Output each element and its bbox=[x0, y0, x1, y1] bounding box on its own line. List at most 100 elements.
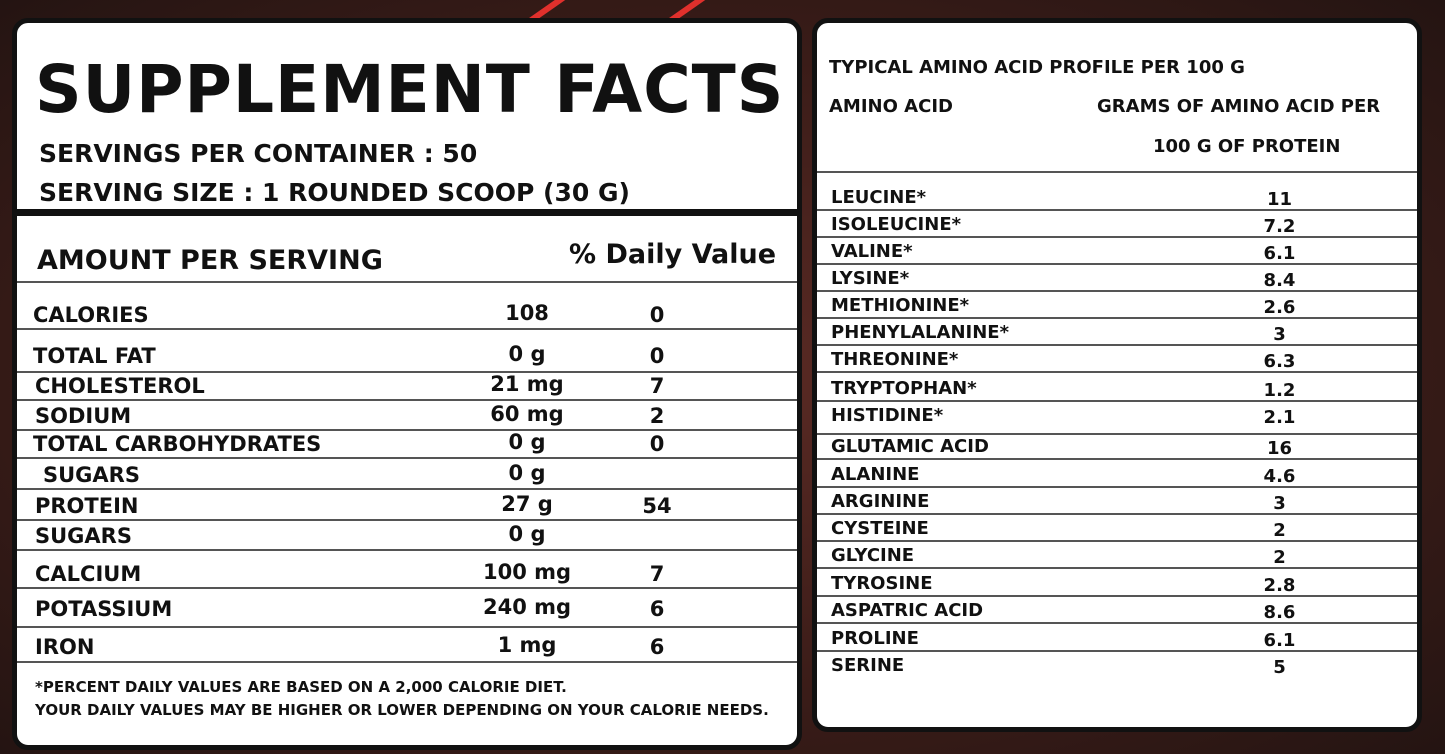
nutrient-amount: 0 g bbox=[508, 461, 546, 485]
amino-name: PROLINE bbox=[831, 628, 919, 649]
nutrient-daily-value: 7 bbox=[649, 562, 665, 586]
amino-name: TYROSINE bbox=[831, 573, 933, 594]
column-header-grams: GRAMS OF AMINO ACID PER bbox=[1097, 96, 1381, 117]
amino-value: 2 bbox=[1273, 520, 1286, 541]
nutrient-daily-value: 6 bbox=[649, 635, 665, 659]
amino-value: 2.8 bbox=[1263, 575, 1296, 596]
nutrient-name: CALORIES bbox=[33, 303, 149, 327]
divider bbox=[17, 488, 797, 490]
divider bbox=[17, 281, 797, 283]
nutrient-amount: 108 bbox=[505, 301, 549, 325]
nutrient-name: CHOLESTEROL bbox=[35, 374, 205, 398]
divider bbox=[817, 540, 1417, 542]
divider bbox=[17, 457, 797, 459]
amino-name: GLYCINE bbox=[831, 545, 915, 566]
divider bbox=[17, 399, 797, 401]
nutrient-daily-value: 0 bbox=[649, 303, 665, 327]
amino-name: GLUTAMIC ACID bbox=[831, 436, 989, 457]
footnote: *PERCENT DAILY VALUES ARE BASED ON A 2,0… bbox=[35, 678, 567, 696]
amino-value: 16 bbox=[1266, 438, 1293, 459]
amino-value: 6.1 bbox=[1263, 243, 1296, 264]
servings-per-container: SERVINGS PER CONTAINER : 50 bbox=[39, 139, 478, 168]
nutrient-amount: 1 mg bbox=[497, 633, 557, 657]
column-header-amino-acid: AMINO ACID bbox=[829, 96, 953, 117]
nutrient-name: PROTEIN bbox=[35, 494, 139, 518]
amino-name: VALINE* bbox=[831, 241, 913, 262]
divider bbox=[17, 429, 797, 431]
nutrient-name: TOTAL CARBOHYDRATES bbox=[33, 432, 322, 456]
divider bbox=[17, 519, 797, 521]
divider bbox=[817, 567, 1417, 569]
amino-value: 4.6 bbox=[1263, 466, 1296, 487]
divider bbox=[817, 433, 1417, 435]
amino-value: 2 bbox=[1273, 547, 1286, 568]
amount-per-serving-header: AMOUNT PER SERVING bbox=[37, 245, 383, 276]
divider bbox=[817, 290, 1417, 292]
amino-name: LEUCINE* bbox=[831, 187, 927, 208]
nutrient-name: POTASSIUM bbox=[35, 597, 173, 621]
amino-value: 8.4 bbox=[1263, 270, 1296, 291]
amino-value: 6.1 bbox=[1263, 630, 1296, 651]
amino-name: THREONINE* bbox=[831, 349, 959, 370]
divider bbox=[17, 587, 797, 589]
divider bbox=[817, 171, 1417, 173]
amino-name: HISTIDINE* bbox=[831, 405, 944, 426]
page-title: SUPPLEMENT FACTS bbox=[35, 51, 785, 128]
amino-value: 11 bbox=[1266, 189, 1293, 210]
amino-acid-panel: TYPICAL AMINO ACID PROFILE PER 100 G AMI… bbox=[812, 18, 1422, 732]
divider bbox=[817, 400, 1417, 402]
amino-name: ARGININE bbox=[831, 491, 930, 512]
divider bbox=[817, 486, 1417, 488]
nutrient-amount: 0 g bbox=[508, 522, 546, 546]
divider bbox=[817, 263, 1417, 265]
supplement-facts-panel: SUPPLEMENT FACTS SERVINGS PER CONTAINER … bbox=[12, 18, 802, 750]
amino-value: 8.6 bbox=[1263, 602, 1296, 623]
nutrient-name: SUGARS bbox=[35, 524, 132, 548]
divider bbox=[817, 650, 1417, 652]
divider bbox=[817, 458, 1417, 460]
nutrient-daily-value: 54 bbox=[642, 494, 672, 518]
divider bbox=[817, 371, 1417, 373]
amino-value: 2.6 bbox=[1263, 297, 1296, 318]
nutrient-daily-value: 6 bbox=[649, 597, 665, 621]
divider bbox=[817, 513, 1417, 515]
divider bbox=[17, 626, 797, 628]
divider bbox=[817, 209, 1417, 211]
nutrient-amount: 0 g bbox=[508, 430, 546, 454]
daily-value-header: % Daily Value bbox=[569, 239, 777, 270]
divider bbox=[817, 344, 1417, 346]
amino-value: 5 bbox=[1273, 657, 1286, 678]
serving-size: SERVING SIZE : 1 ROUNDED SCOOP (30 G) bbox=[39, 178, 630, 207]
amino-name: METHIONINE* bbox=[831, 295, 970, 316]
divider bbox=[17, 371, 797, 373]
nutrient-name: SUGARS bbox=[43, 463, 140, 487]
nutrient-name: CALCIUM bbox=[35, 562, 142, 586]
divider bbox=[17, 328, 797, 330]
amino-value: 7.2 bbox=[1263, 216, 1296, 237]
footnote: YOUR DAILY VALUES MAY BE HIGHER OR LOWER… bbox=[35, 701, 769, 719]
amino-name: PHENYLALANINE* bbox=[831, 322, 1009, 343]
amino-name: SERINE bbox=[831, 655, 905, 676]
nutrient-amount: 240 mg bbox=[482, 595, 572, 619]
divider bbox=[817, 595, 1417, 597]
amino-value: 2.1 bbox=[1263, 407, 1296, 428]
nutrient-daily-value: 0 bbox=[649, 432, 665, 456]
divider bbox=[17, 549, 797, 551]
divider bbox=[817, 236, 1417, 238]
amino-value: 3 bbox=[1273, 324, 1286, 345]
column-header-grams: 100 G OF PROTEIN bbox=[1153, 136, 1341, 157]
amino-name: ALANINE bbox=[831, 464, 920, 485]
amino-value: 6.3 bbox=[1263, 351, 1296, 372]
nutrient-name: SODIUM bbox=[35, 404, 132, 428]
nutrient-name: IRON bbox=[35, 635, 95, 659]
nutrient-name: TOTAL FAT bbox=[33, 344, 156, 368]
nutrient-daily-value: 0 bbox=[649, 344, 665, 368]
amino-name: ASPATRIC ACID bbox=[831, 600, 984, 621]
amino-name: TRYPTOPHAN* bbox=[831, 378, 977, 399]
nutrient-amount: 27 g bbox=[501, 492, 553, 516]
amino-value: 1.2 bbox=[1263, 380, 1296, 401]
amino-name: ISOLEUCINE* bbox=[831, 214, 962, 235]
divider bbox=[817, 317, 1417, 319]
nutrient-amount: 0 g bbox=[508, 342, 546, 366]
divider bbox=[17, 661, 797, 663]
